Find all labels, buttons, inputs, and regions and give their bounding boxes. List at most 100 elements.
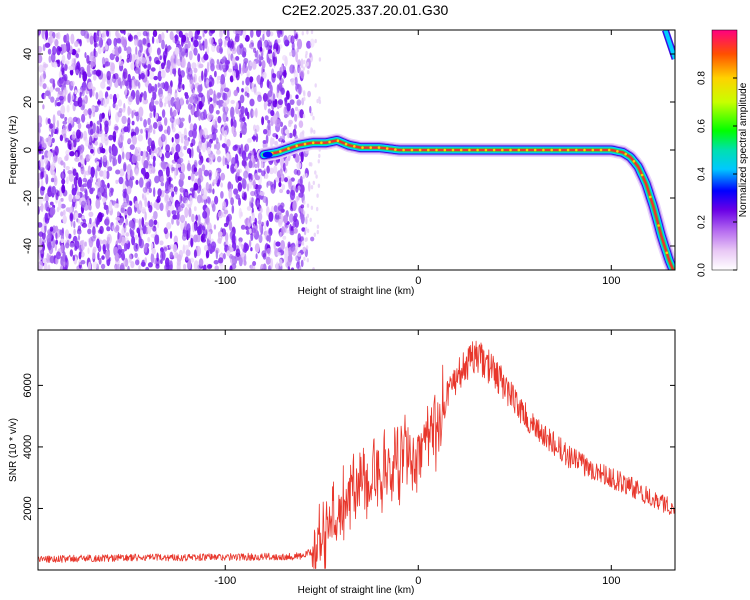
noise-speckle bbox=[68, 193, 73, 203]
noise-speckle bbox=[109, 78, 112, 88]
noise-speckle bbox=[169, 31, 174, 41]
noise-speckle bbox=[303, 256, 306, 261]
noise-speckle bbox=[110, 188, 114, 196]
noise-speckle bbox=[182, 84, 185, 91]
noise-speckle bbox=[257, 94, 262, 102]
noise-speckle bbox=[94, 32, 100, 43]
noise-speckle bbox=[77, 219, 81, 224]
noise-speckle bbox=[228, 53, 231, 62]
noise-speckle bbox=[300, 207, 304, 214]
noise-speckle bbox=[189, 195, 193, 206]
noise-speckle bbox=[183, 263, 187, 270]
noise-speckle bbox=[157, 82, 161, 88]
noise-speckle bbox=[49, 206, 56, 216]
noise-speckle bbox=[279, 66, 283, 76]
noise-speckle bbox=[245, 226, 250, 231]
noise-speckle bbox=[232, 116, 236, 121]
noise-speckle bbox=[251, 135, 257, 140]
noise-speckle bbox=[235, 56, 240, 61]
ridge-speckle bbox=[468, 148, 471, 152]
noise-speckle bbox=[211, 153, 215, 160]
noise-speckle bbox=[210, 58, 215, 67]
noise-speckle bbox=[235, 33, 240, 40]
noise-speckle bbox=[92, 246, 97, 253]
noise-speckle bbox=[140, 229, 144, 236]
noise-speckle bbox=[168, 176, 171, 185]
noise-speckle bbox=[214, 195, 219, 205]
noise-speckle bbox=[119, 131, 125, 143]
noise-speckle bbox=[171, 217, 174, 225]
noise-speckle bbox=[293, 124, 297, 130]
noise-speckle bbox=[198, 92, 204, 98]
noise-speckle bbox=[169, 260, 173, 270]
noise-speckle bbox=[153, 210, 158, 220]
noise-speckle bbox=[74, 157, 80, 162]
spectrogram-y-ticks: -40 -20 0 20 40 bbox=[22, 48, 675, 254]
noise-speckle bbox=[138, 106, 144, 118]
noise-speckle bbox=[266, 79, 270, 88]
noise-speckle bbox=[292, 200, 297, 212]
noise-speckle bbox=[75, 172, 79, 181]
noise-speckle bbox=[309, 38, 315, 48]
noise-speckle bbox=[294, 218, 300, 228]
noise-speckle bbox=[56, 110, 62, 116]
noise-speckle bbox=[204, 38, 208, 49]
noise-speckle bbox=[47, 151, 53, 158]
noise-speckle bbox=[294, 213, 298, 218]
noise-speckle bbox=[146, 30, 150, 33]
y-tick-label: 6000 bbox=[22, 373, 34, 397]
noise-speckle bbox=[51, 137, 55, 144]
noise-speckle bbox=[41, 139, 45, 148]
noise-speckle bbox=[139, 93, 142, 103]
noise-speckle bbox=[38, 145, 42, 154]
noise-speckle bbox=[107, 166, 113, 172]
ridge-speckle bbox=[443, 148, 447, 152]
noise-speckle bbox=[226, 139, 231, 147]
noise-speckle bbox=[131, 236, 136, 246]
noise-speckle bbox=[138, 236, 142, 247]
noise-speckle bbox=[217, 237, 222, 244]
colorbar-tick-label: 0.6 bbox=[697, 119, 708, 133]
noise-speckle bbox=[148, 204, 153, 213]
noise-speckle bbox=[244, 143, 250, 152]
noise-speckle bbox=[230, 106, 235, 118]
noise-speckle bbox=[131, 53, 136, 64]
noise-speckle bbox=[108, 105, 111, 117]
noise-speckle bbox=[310, 162, 313, 167]
noise-speckle bbox=[174, 186, 178, 195]
noise-speckle bbox=[260, 207, 263, 213]
noise-speckle bbox=[203, 109, 207, 120]
noise-speckle bbox=[124, 87, 128, 97]
ridge-speckle bbox=[599, 148, 603, 152]
noise-speckle bbox=[95, 181, 99, 189]
noise-speckle bbox=[180, 117, 185, 122]
noise-speckle bbox=[77, 225, 82, 232]
noise-speckle bbox=[298, 120, 304, 128]
noise-speckle bbox=[287, 266, 291, 270]
noise-speckle bbox=[49, 123, 54, 129]
noise-speckle bbox=[108, 145, 112, 154]
noise-speckle bbox=[314, 170, 317, 175]
noise-speckle bbox=[55, 251, 61, 260]
ridge-speckle bbox=[476, 148, 479, 152]
noise-speckle bbox=[195, 233, 201, 243]
noise-speckle bbox=[71, 134, 76, 141]
ridge-speckle bbox=[533, 148, 537, 152]
noise-speckle bbox=[62, 89, 65, 97]
noise-speckle bbox=[38, 231, 44, 237]
noise-speckle bbox=[138, 57, 142, 68]
noise-speckle bbox=[172, 126, 176, 133]
noise-speckle bbox=[183, 135, 188, 141]
noise-speckle bbox=[181, 47, 185, 59]
noise-speckle bbox=[314, 83, 317, 88]
noise-speckle bbox=[125, 218, 128, 226]
noise-speckle bbox=[157, 121, 162, 127]
noise-speckle bbox=[218, 38, 222, 43]
noise-speckle bbox=[43, 93, 46, 100]
noise-speckle bbox=[100, 81, 106, 89]
noise-speckle bbox=[297, 185, 301, 191]
noise-speckle bbox=[290, 35, 295, 44]
noise-speckle bbox=[47, 241, 52, 251]
noise-speckle bbox=[275, 134, 279, 140]
noise-speckle bbox=[136, 31, 142, 37]
